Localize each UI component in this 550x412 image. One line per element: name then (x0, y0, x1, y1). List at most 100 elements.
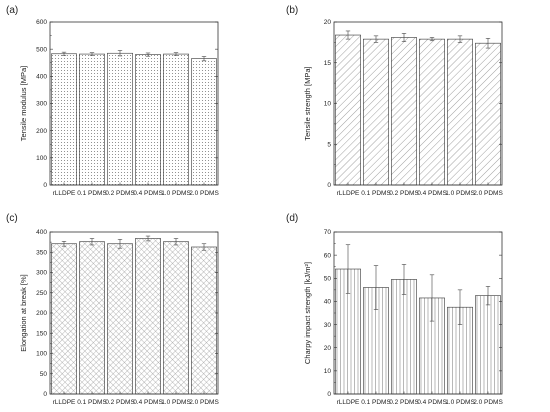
error-bar (373, 35, 379, 43)
error-bar (61, 51, 67, 56)
y-axis-label: Tensile strength [MPa] (303, 66, 312, 140)
bar (51, 53, 77, 186)
x-tick-label: 0.4 PDMS (417, 190, 447, 197)
error-bar (201, 56, 207, 62)
y-tick-label: 300 (36, 101, 47, 108)
bar (191, 246, 217, 395)
x-tick-label: 0.4 PDMS (133, 399, 163, 406)
y-tick-label: 20 (324, 19, 332, 26)
bar (363, 38, 389, 186)
error-bar (61, 241, 67, 247)
error-bar (145, 52, 151, 57)
error-bar (485, 286, 491, 306)
x-tick-label: 2.0 PDMS (473, 190, 503, 197)
error-bar (429, 37, 435, 42)
error-bar (145, 235, 151, 242)
y-tick-label: 70 (324, 229, 332, 236)
x-tick-label: rLLDPE (53, 399, 76, 406)
bar (475, 295, 501, 395)
error-bar (401, 264, 407, 295)
panel-a: (a) 0 100 200 300 400 500 600 rLLDPE 0.1 PDMS0.2 … (6, 5, 219, 197)
error-bar (117, 50, 123, 57)
error-bar (117, 238, 123, 249)
x-tick-label: 0.4 PDMS (133, 190, 163, 197)
y-tick-label: 10 (324, 368, 332, 375)
y-tick-label: 400 (36, 229, 47, 236)
error-bar (429, 274, 435, 322)
bar (335, 34, 361, 186)
y-tick-label: 0 (327, 182, 331, 189)
y-tick-label: 0 (43, 182, 47, 189)
bar (163, 53, 189, 186)
y-tick-label: 200 (36, 128, 47, 135)
panel-c: (c) 0 50 100 150 200 250 300 350 400 rLLDPE 0.1 PDM… (6, 213, 219, 406)
error-bar (373, 265, 379, 310)
y-tick-label: 10 (324, 101, 332, 108)
bar (447, 38, 473, 186)
x-tick-label: 2.0 PDMS (473, 399, 503, 406)
bar (191, 58, 217, 186)
y-tick-label: 250 (36, 290, 47, 297)
bar (475, 42, 501, 186)
error-bar (173, 52, 179, 56)
bar (107, 243, 133, 395)
x-tick-label: 2.0 PDMS (189, 190, 219, 197)
error-bar (173, 238, 179, 246)
y-tick-label: 40 (324, 299, 332, 306)
error-bar (457, 35, 463, 43)
y-axis-label: Elongation at break [%] (19, 274, 28, 352)
y-tick-label: 60 (324, 252, 332, 259)
x-tick-label: 0.4 PDMS (417, 399, 447, 406)
y-tick-label: 50 (40, 371, 48, 378)
x-tick-label: 2.0 PDMS (189, 399, 219, 406)
panel-label: (d) (286, 213, 298, 224)
error-bar (201, 243, 207, 251)
y-tick-label: 100 (36, 351, 47, 358)
bar (135, 54, 161, 186)
y-tick-label: 350 (36, 249, 47, 256)
x-tick-label: 1.0 PDMS (445, 399, 475, 406)
bar (79, 241, 105, 395)
bar (391, 37, 417, 186)
x-tick-label: 0.1 PDMS (77, 399, 107, 406)
error-bar (345, 244, 351, 294)
error-bar (89, 52, 95, 56)
bar (79, 53, 105, 186)
panel-label: (b) (286, 5, 298, 16)
bar (51, 243, 77, 395)
y-tick-label: 600 (36, 19, 47, 26)
x-tick-label: 0.1 PDMS (361, 399, 391, 406)
y-tick-label: 30 (324, 322, 332, 329)
bar (135, 238, 161, 395)
x-tick-label: 0.2 PDMS (105, 190, 135, 197)
x-tick-label: 1.0 PDMS (161, 190, 191, 197)
y-tick-label: 0 (327, 391, 331, 398)
error-bar (89, 238, 95, 246)
y-axis-label: Charpy impact strength [kJ/m²] (303, 262, 312, 364)
x-tick-label: 1.0 PDMS (161, 399, 191, 406)
y-tick-label: 20 (324, 345, 332, 352)
bar (107, 52, 133, 186)
y-tick-label: 5 (327, 141, 331, 148)
panel-label: (c) (6, 213, 18, 224)
y-tick-label: 200 (36, 310, 47, 317)
y-tick-label: 500 (36, 46, 47, 53)
x-tick-label: rLLDPE (337, 190, 360, 197)
error-bar (485, 37, 491, 49)
x-tick-label: rLLDPE (53, 190, 76, 197)
y-tick-label: 150 (36, 330, 47, 337)
error-bar (345, 30, 351, 40)
bar (163, 241, 189, 395)
panel-label: (a) (6, 5, 18, 16)
error-bar (457, 289, 463, 325)
x-tick-label: 0.1 PDMS (77, 190, 107, 197)
y-tick-label: 100 (36, 155, 47, 162)
y-tick-label: 15 (324, 60, 332, 67)
bar (419, 38, 445, 186)
x-tick-label: rLLDPE (337, 399, 360, 406)
x-tick-label: 0.2 PDMS (389, 190, 419, 197)
y-tick-label: 50 (324, 275, 332, 282)
bar (391, 279, 417, 395)
